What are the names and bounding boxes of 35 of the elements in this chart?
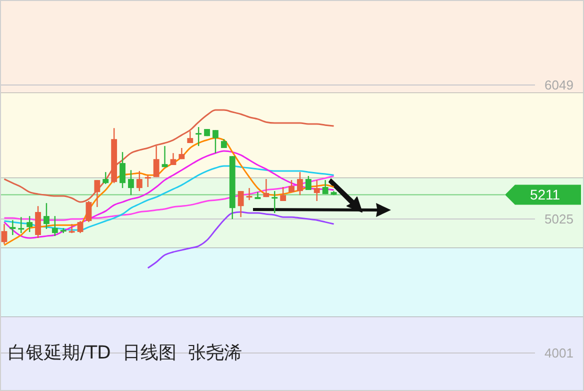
candlestick	[10, 220, 16, 236]
line-series	[147, 211, 335, 269]
candlestick	[26, 215, 33, 233]
candlestick	[196, 126, 202, 147]
candlestick	[52, 215, 58, 237]
candlestick	[246, 187, 252, 201]
candlestick	[120, 151, 126, 189]
candlestick	[322, 179, 328, 195]
candlestick	[212, 129, 218, 154]
candlestick	[254, 192, 261, 200]
candlestick	[162, 145, 168, 168]
y-tick-label: 4001	[544, 346, 574, 361]
candlestick	[238, 190, 244, 218]
candlestick	[153, 145, 160, 178]
candlestick	[68, 223, 75, 234]
candlestick	[136, 170, 142, 192]
candlestick	[314, 179, 320, 202]
candlestick	[288, 179, 294, 193]
candlestick	[128, 170, 134, 196]
candlestick	[44, 202, 50, 230]
candlestick	[144, 174, 151, 188]
text: 白银延期/TD 日线图 张尧浠	[8, 342, 242, 364]
y-tick-label: 5025	[544, 212, 574, 227]
candlestick	[280, 186, 286, 202]
candlestick	[1, 223, 8, 245]
candlestick	[297, 171, 303, 196]
candlestick	[272, 190, 278, 214]
candlestick	[263, 178, 270, 198]
candlestick	[305, 175, 312, 191]
candlestick	[18, 216, 24, 234]
candlestick	[35, 206, 41, 239]
ref-line-label: 5211	[530, 186, 560, 203]
candlestick	[77, 220, 84, 234]
candlestick	[102, 171, 109, 185]
y-tick-label: 6049	[544, 78, 574, 93]
